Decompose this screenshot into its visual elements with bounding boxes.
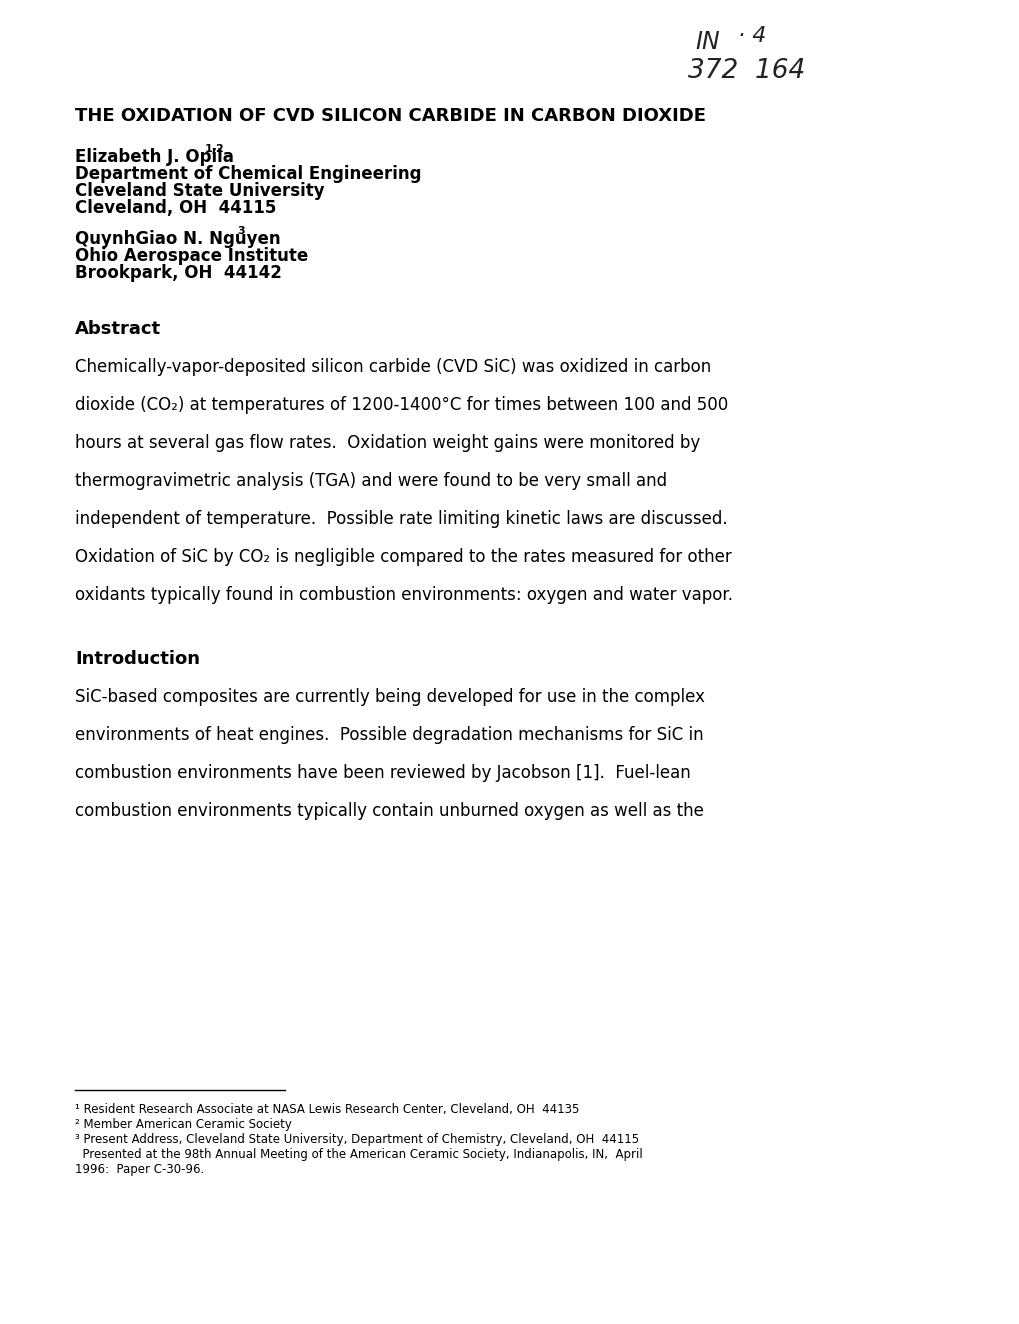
Text: hours at several gas flow rates.  Oxidation weight gains were monitored by: hours at several gas flow rates. Oxidati… — [75, 434, 700, 451]
Text: Department of Chemical Engineering: Department of Chemical Engineering — [75, 166, 421, 183]
Text: environments of heat engines.  Possible degradation mechanisms for SiC in: environments of heat engines. Possible d… — [75, 726, 703, 744]
Text: IN: IN — [694, 30, 719, 54]
Text: independent of temperature.  Possible rate limiting kinetic laws are discussed.: independent of temperature. Possible rat… — [75, 510, 727, 528]
Text: ¹ Resident Research Associate at NASA Lewis Research Center, Cleveland, OH  4413: ¹ Resident Research Associate at NASA Le… — [75, 1103, 579, 1116]
Text: ³ Present Address, Cleveland State University, Department of Chemistry, Clevelan: ³ Present Address, Cleveland State Unive… — [75, 1133, 639, 1147]
Text: combustion environments have been reviewed by Jacobson [1].  Fuel-lean: combustion environments have been review… — [75, 764, 690, 782]
Text: Presented at the 98th Annual Meeting of the American Ceramic Society, Indianapol: Presented at the 98th Annual Meeting of … — [75, 1148, 642, 1161]
Text: Cleveland State University: Cleveland State University — [75, 181, 324, 200]
Text: · 4: · 4 — [738, 26, 765, 46]
Text: Oxidation of SiC by CO₂ is negligible compared to the rates measured for other: Oxidation of SiC by CO₂ is negligible co… — [75, 548, 731, 565]
Text: Elizabeth J. Opila: Elizabeth J. Opila — [75, 148, 233, 166]
Text: 372  164: 372 164 — [688, 58, 804, 83]
Text: Cleveland, OH  44115: Cleveland, OH 44115 — [75, 199, 276, 217]
Text: Chemically-vapor-deposited silicon carbide (CVD SiC) was oxidized in carbon: Chemically-vapor-deposited silicon carbi… — [75, 357, 710, 376]
Text: 1996:  Paper C-30-96.: 1996: Paper C-30-96. — [75, 1162, 204, 1176]
Text: QuynhGiao N. Nguyen: QuynhGiao N. Nguyen — [75, 230, 280, 248]
Text: thermogravimetric analysis (TGA) and were found to be very small and: thermogravimetric analysis (TGA) and wer… — [75, 471, 666, 490]
Text: Ohio Aerospace Institute: Ohio Aerospace Institute — [75, 248, 308, 265]
Text: THE OXIDATION OF CVD SILICON CARBIDE IN CARBON DIOXIDE: THE OXIDATION OF CVD SILICON CARBIDE IN … — [75, 107, 705, 124]
Text: combustion environments typically contain unburned oxygen as well as the: combustion environments typically contai… — [75, 802, 703, 820]
Text: Introduction: Introduction — [75, 650, 200, 669]
Text: dioxide (CO₂) at temperatures of 1200-1400°C for times between 100 and 500: dioxide (CO₂) at temperatures of 1200-14… — [75, 396, 728, 414]
Text: Abstract: Abstract — [75, 320, 161, 338]
Text: 3: 3 — [236, 226, 245, 236]
Text: oxidants typically found in combustion environments: oxygen and water vapor.: oxidants typically found in combustion e… — [75, 587, 733, 604]
Text: 1,2: 1,2 — [205, 144, 224, 154]
Text: Brookpark, OH  44142: Brookpark, OH 44142 — [75, 263, 281, 282]
Text: SiC-based composites are currently being developed for use in the complex: SiC-based composites are currently being… — [75, 688, 704, 706]
Text: ² Member American Ceramic Society: ² Member American Ceramic Society — [75, 1117, 291, 1131]
